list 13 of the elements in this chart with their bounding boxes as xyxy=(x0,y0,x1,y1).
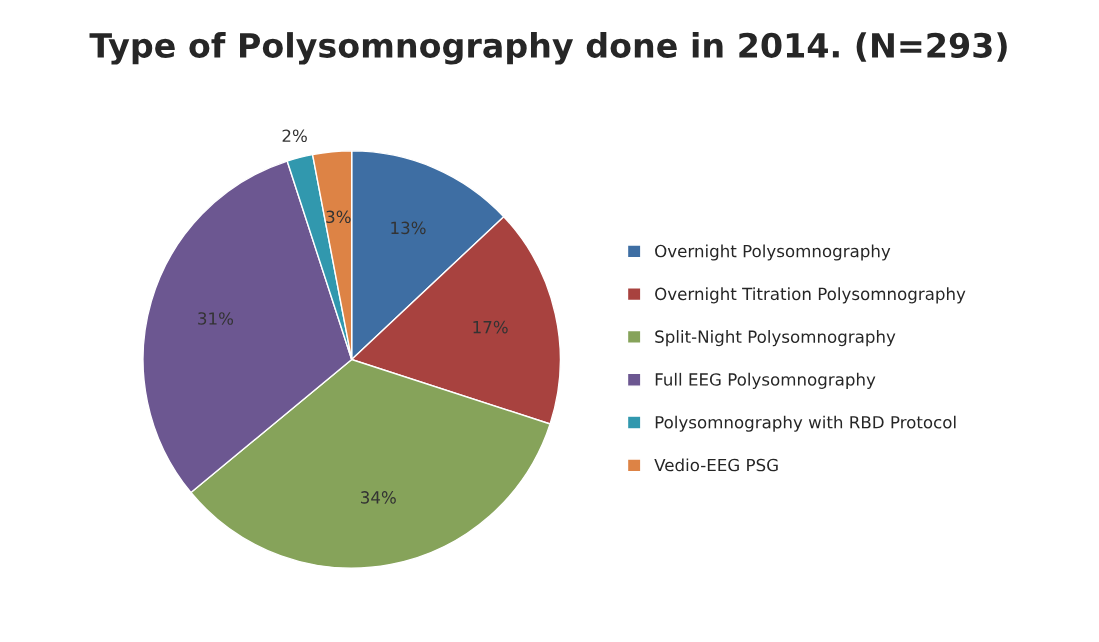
data-label: 34% xyxy=(361,491,396,504)
data-label: 31% xyxy=(198,312,234,325)
data-label: 17% xyxy=(473,320,508,334)
legend-label: Split-Night Polysomnography xyxy=(655,330,896,347)
data-label: 13% xyxy=(391,221,426,235)
legend-label: Overnight Titration Polysomnography xyxy=(655,287,966,304)
legend-label: Polysomnography with RBD Protocol xyxy=(655,415,956,432)
data-label: 3% xyxy=(326,210,351,224)
chart-title: Type of Polysomnography done in 2014. (N=293) xyxy=(89,32,1007,65)
data-label: 2% xyxy=(282,129,307,143)
legend-label: Overnight Polysomnography xyxy=(655,244,891,261)
legend-label: Full EEG Polysomnography xyxy=(655,372,876,389)
legend-label: Vedio-EEG PSG xyxy=(654,458,778,472)
